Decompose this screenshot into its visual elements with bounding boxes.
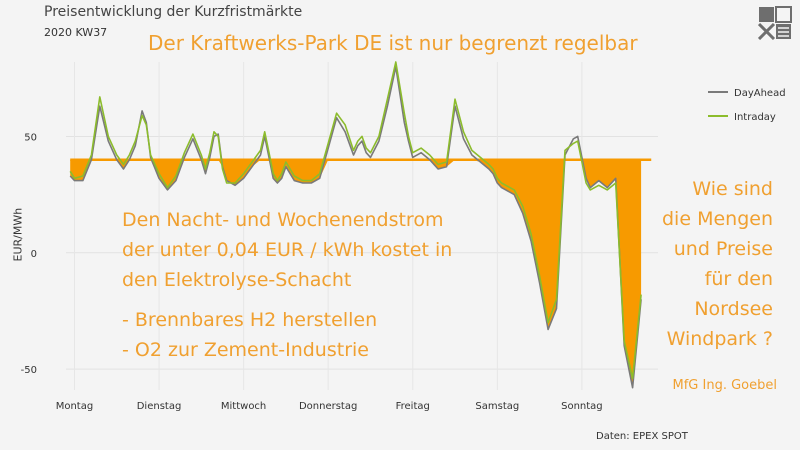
right-annotation: Wie sind die Mengen und Preise für den N… [662, 174, 773, 354]
x-tick-label: Donnerstag [299, 401, 357, 412]
y-tick-label: -50 [21, 365, 37, 376]
chart-subtitle: 2020 KW37 [44, 26, 108, 39]
left-annotation-line: den Elektrolyse-Schacht [122, 269, 352, 291]
right-annotation-line: und Preise [673, 238, 773, 260]
data-source: Daten: EPEX SPOT [596, 431, 688, 442]
series-lines [69, 61, 642, 389]
left-annotation-line: - Brennbares H2 herstellen [122, 309, 378, 331]
series-line-intraday [69, 61, 642, 380]
company-logo-icon [758, 6, 792, 40]
signature: MfG Ing. Goebel [672, 378, 777, 393]
series-line-dayahead [69, 65, 642, 389]
right-annotation-line: Windpark ? [666, 328, 773, 350]
grid [66, 62, 658, 390]
axis-ticks: 50 0 -50 Montag Dienstag Mittwoch Donnerstag Fr… [21, 132, 603, 412]
legend-label: DayAhead [734, 88, 786, 99]
right-annotation-line: die Mengen [662, 208, 773, 230]
y-axis-label: EUR/MWh [11, 207, 25, 262]
left-annotation: Den Nacht- und Wochenendstrom der unter … [122, 205, 452, 365]
x-tick-label: Mittwoch [221, 401, 266, 412]
right-annotation-line: Wie sind [692, 178, 773, 200]
chart-title: Preisentwicklung der Kurzfristmärkte [44, 4, 303, 20]
left-annotation-line: der unter 0,04 EUR / kWh kostet in [122, 239, 453, 261]
x-tick-label: Montag [56, 401, 93, 412]
headline-annotation: Der Kraftwerks-Park DE ist nur begrenzt … [148, 31, 638, 55]
y-tick-label: 50 [24, 132, 37, 143]
x-tick-label: Freitag [396, 401, 430, 412]
y-tick-label: 0 [31, 249, 37, 260]
left-annotation-line: Den Nacht- und Wochenendstrom [122, 209, 444, 231]
left-annotation-line: - O2 zur Zement-Industrie [122, 339, 369, 361]
legend-label: Intraday [734, 112, 776, 123]
x-tick-label: Dienstag [137, 401, 182, 412]
right-annotation-line: Nordsee [694, 298, 773, 320]
right-annotation-line: für den [704, 268, 773, 290]
x-tick-label: Sonntag [561, 401, 603, 412]
legend: DayAhead Intraday [708, 88, 786, 123]
x-tick-label: Samstag [475, 401, 519, 412]
